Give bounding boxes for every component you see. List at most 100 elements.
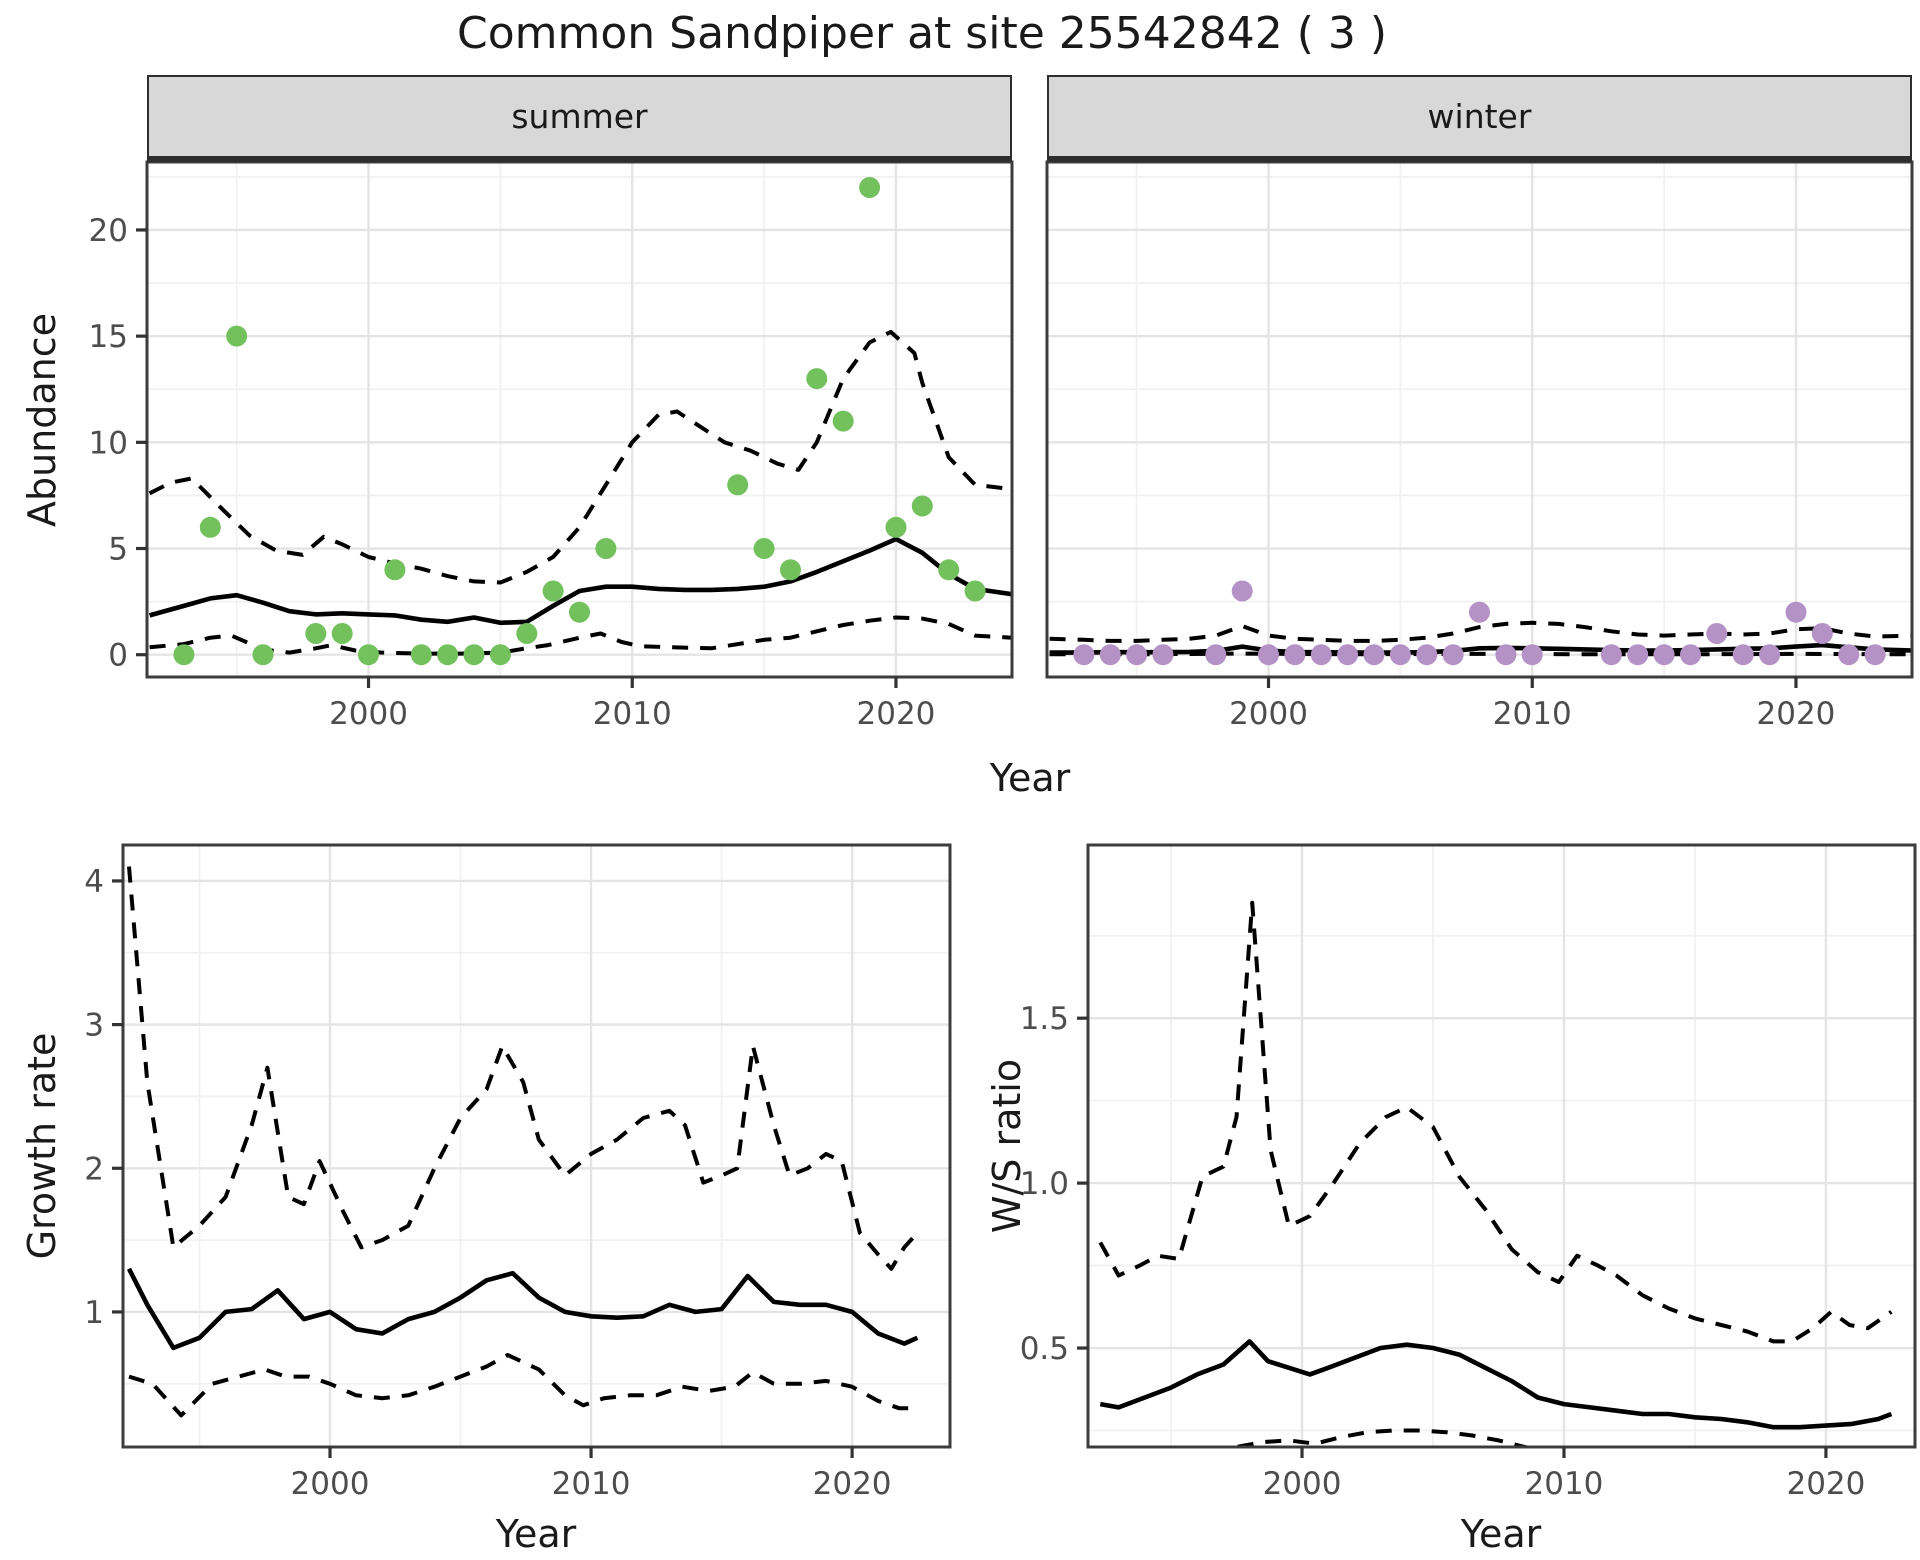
abundance-summer-series [148, 329, 1012, 656]
growth-rate-panel: 2000 2010 2020 1 2 3 4 [84, 843, 952, 1502]
data-point [1811, 623, 1833, 644]
abundance-summer-gridlines [147, 162, 1012, 677]
data-point [1284, 644, 1306, 666]
abundance-winter-panel: 2000 2010 2020 [1045, 160, 1914, 732]
x-tick-label: 2020 [1757, 696, 1836, 732]
data-point [1073, 644, 1095, 666]
data-point [1389, 644, 1411, 666]
y-tick-label: 5 [108, 532, 128, 568]
data-point [1838, 644, 1860, 666]
y-axis-title-abundance: Abundance [20, 312, 64, 528]
y-tick-label: 0 [108, 638, 128, 674]
data-point [1152, 644, 1174, 666]
data-point [595, 538, 617, 559]
x-tick-label: 2000 [1263, 1466, 1342, 1502]
data-point [516, 623, 538, 644]
ws-ratio-series [1098, 900, 1893, 1447]
ws-ratio-plot-area [1088, 845, 1915, 1447]
data-point [1442, 644, 1464, 666]
growth-rate-lower-ci-line [128, 1353, 918, 1418]
data-point [542, 580, 564, 602]
y-tick-label: 20 [89, 213, 128, 249]
ws-ratio-fit-line [1099, 1339, 1893, 1430]
abundance-summer-border [145, 160, 1014, 679]
abundance-winter-plot-area [1047, 162, 1912, 677]
abundance-winter-points [1073, 580, 1886, 666]
data-point [358, 644, 379, 666]
data-point [199, 516, 221, 538]
growth-rate-upper-ci-line [127, 866, 919, 1271]
y-tick-label: 10 [89, 425, 128, 461]
abundance-summer-fit-line [148, 536, 1012, 626]
data-point [569, 601, 590, 623]
x-axis-title-year-top: Year [989, 756, 1071, 800]
data-point [252, 644, 274, 666]
abundance-summer-points [173, 177, 986, 666]
data-point [885, 516, 907, 538]
x-tick-label: 2010 [552, 1466, 631, 1502]
data-point [1416, 644, 1438, 666]
data-point [1653, 644, 1675, 666]
x-tick-label: 2010 [1525, 1466, 1604, 1502]
data-point [1680, 644, 1701, 666]
x-tick-label: 2020 [813, 1466, 892, 1502]
data-point [1337, 644, 1359, 666]
data-point [1627, 644, 1649, 666]
growth-rate-fit-line [126, 1267, 919, 1351]
x-axis-title-year-bottom-left: Year [495, 1512, 577, 1556]
data-point [463, 644, 485, 666]
data-point [859, 177, 881, 198]
x-tick-label: 2010 [593, 696, 672, 732]
x-axis-title-year-bottom-right: Year [1460, 1512, 1542, 1556]
data-point [727, 474, 749, 496]
data-point [806, 368, 828, 390]
data-point [1126, 644, 1148, 666]
ws-ratio-border [1086, 843, 1917, 1449]
data-point [753, 538, 775, 559]
data-point [1099, 644, 1121, 666]
growth-rate-axes: 2000 2010 2020 1 2 3 4 [84, 864, 891, 1502]
data-point [832, 410, 854, 432]
data-point [938, 559, 960, 581]
data-point [384, 559, 406, 581]
x-tick-label: 2000 [1229, 696, 1308, 732]
y-tick-label: 4 [84, 864, 104, 900]
data-point [1864, 644, 1886, 666]
y-tick-label: 15 [89, 319, 128, 355]
y-tick-label: 1.5 [1020, 1001, 1069, 1037]
facet-strip-winter: winter [1047, 75, 1912, 162]
abundance-winter-border [1045, 160, 1914, 679]
data-point [911, 495, 933, 517]
facet-strip-winter-label: winter [1427, 97, 1532, 136]
x-tick-label: 2020 [1786, 1466, 1865, 1502]
abundance-winter-fit-line [1049, 642, 1912, 655]
data-point [780, 559, 801, 581]
data-point [1258, 644, 1279, 666]
data-point [437, 644, 459, 666]
ws-ratio-upper-ci-line [1098, 900, 1893, 1344]
abundance-summer-axes: 2000 2010 2020 0 5 10 15 20 [89, 213, 936, 732]
data-point [1521, 644, 1543, 666]
growth-rate-series [126, 866, 919, 1418]
data-point [1469, 601, 1490, 623]
ws-ratio-gridlines [1088, 845, 1915, 1447]
data-point [226, 325, 248, 347]
data-point [173, 644, 195, 666]
y-tick-label: 3 [84, 1008, 104, 1044]
abundance-summer-upper-ci-line [148, 329, 1012, 585]
abundance-summer-lower-ci-line [149, 615, 1012, 656]
y-tick-label: 2 [84, 1151, 104, 1187]
x-tick-label: 2020 [857, 696, 936, 732]
x-tick-label: 2000 [329, 696, 408, 732]
data-point [331, 623, 353, 644]
growth-rate-plot-area [123, 845, 950, 1447]
y-tick-label: 1.0 [1020, 1166, 1069, 1202]
data-point [1495, 644, 1517, 666]
abundance-winter-upper-ci-line [1049, 620, 1912, 643]
data-point [964, 580, 986, 602]
x-tick-label: 2010 [1493, 696, 1572, 732]
growth-rate-border [121, 843, 952, 1449]
x-tick-label: 2000 [291, 1466, 370, 1502]
